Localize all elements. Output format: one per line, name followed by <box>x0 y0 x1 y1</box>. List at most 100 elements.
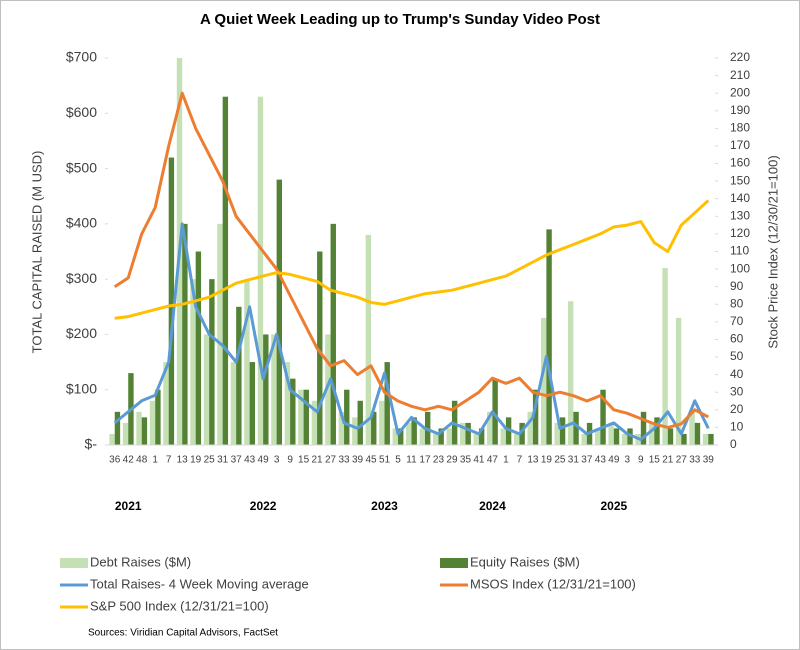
x-tick-label: 3 <box>625 455 631 466</box>
bar <box>640 411 647 445</box>
bar <box>379 400 385 445</box>
line <box>113 222 710 441</box>
bar <box>460 422 466 445</box>
bar <box>581 433 587 445</box>
bar <box>559 417 566 445</box>
bar <box>384 362 390 445</box>
y2-tick-label: 110 <box>730 244 749 258</box>
x-tick-label: 15 <box>649 455 661 466</box>
x-tick-label: 51 <box>379 455 391 466</box>
bar <box>344 389 350 445</box>
bar <box>163 362 169 445</box>
x-tick-label: 27 <box>676 455 688 466</box>
bar <box>330 223 336 445</box>
x-tick-label: 7 <box>517 455 523 466</box>
x-tick-label: 21 <box>312 455 324 466</box>
bar <box>514 433 520 445</box>
bar <box>681 433 687 445</box>
legend-swatch <box>440 558 468 568</box>
bar <box>702 433 709 445</box>
bar <box>284 362 291 445</box>
bar <box>662 268 668 445</box>
bar <box>519 422 525 445</box>
y-tick-label: $300 <box>66 270 97 286</box>
legend-label: Total Raises- 4 Week Moving average <box>90 576 309 591</box>
bar <box>317 251 323 445</box>
y-tick-label: $100 <box>66 380 97 396</box>
bar <box>271 334 277 445</box>
bar <box>433 433 439 445</box>
y-tick-label: $200 <box>66 325 97 341</box>
bar <box>532 389 539 445</box>
year-label: 2024 <box>479 499 506 513</box>
bar <box>311 400 318 445</box>
y2-tick-label: 80 <box>730 296 744 310</box>
bar <box>465 422 471 445</box>
bar <box>236 306 242 445</box>
bar <box>398 428 404 445</box>
x-tick-label: 15 <box>298 455 310 466</box>
y2-tick-label: 90 <box>730 279 744 293</box>
x-tick-label: 7 <box>166 455 172 466</box>
y-tick-label: $700 <box>66 49 97 65</box>
bar <box>141 417 148 445</box>
bar <box>290 378 296 445</box>
legend-label: MSOS Index (12/31/21=100) <box>470 576 636 591</box>
y2-tick-label: 70 <box>730 314 744 328</box>
x-tick-label: 39 <box>352 455 364 466</box>
y2-tick-label: 140 <box>730 191 750 205</box>
y2-tick-label: 20 <box>730 402 744 416</box>
x-tick-label: 19 <box>541 455 553 466</box>
x-tick-label: 19 <box>190 455 202 466</box>
bar <box>136 411 142 445</box>
bar <box>406 422 412 445</box>
bar <box>648 422 655 445</box>
y2-tick-label: 210 <box>730 68 750 82</box>
bar <box>122 422 129 445</box>
x-tick-label: 5 <box>395 455 401 466</box>
bar <box>567 301 574 445</box>
y2-tick-label: 30 <box>730 384 744 398</box>
bar <box>244 279 250 445</box>
bar <box>478 428 485 445</box>
bar <box>505 417 512 445</box>
x-tick-label: 41 <box>473 455 485 466</box>
x-tick-label: 11 <box>406 455 417 466</box>
bar <box>689 411 695 445</box>
bar <box>654 417 660 445</box>
x-tick-label: 43 <box>244 455 256 466</box>
x-tick-label: 31 <box>217 455 229 466</box>
y2-tick-label: 0 <box>730 437 737 451</box>
y2-tick-label: 100 <box>730 261 750 275</box>
bar <box>263 334 269 445</box>
legend-label: Equity Raises ($M) <box>470 554 580 569</box>
x-tick-label: 31 <box>568 455 580 466</box>
x-tick-label: 49 <box>258 455 270 466</box>
x-tick-label: 33 <box>689 455 701 466</box>
y2-tick-label: 130 <box>730 208 750 222</box>
x-tick-label: 3 <box>274 455 280 466</box>
y-tick-label: $500 <box>66 159 97 175</box>
y2-tick-label: 220 <box>730 50 750 64</box>
bar <box>667 428 674 445</box>
bar <box>195 251 202 445</box>
bar <box>411 417 417 445</box>
bar <box>109 433 115 445</box>
x-tick-label: 36 <box>109 455 121 466</box>
y2-tick-label: 50 <box>730 349 744 363</box>
x-tick-label: 13 <box>177 455 189 466</box>
bar <box>357 400 363 445</box>
x-tick-label: 17 <box>419 455 431 466</box>
x-tick-label: 9 <box>287 455 293 466</box>
bar <box>473 433 479 445</box>
legend-label: Debt Raises ($M) <box>90 554 191 569</box>
year-label: 2022 <box>250 499 277 513</box>
bar <box>325 334 331 445</box>
year-label: 2023 <box>371 499 398 513</box>
line <box>113 91 709 429</box>
x-tick-label: 13 <box>527 455 539 466</box>
x-tick-label: 9 <box>638 455 644 466</box>
bar <box>182 223 188 445</box>
bar <box>540 317 547 445</box>
